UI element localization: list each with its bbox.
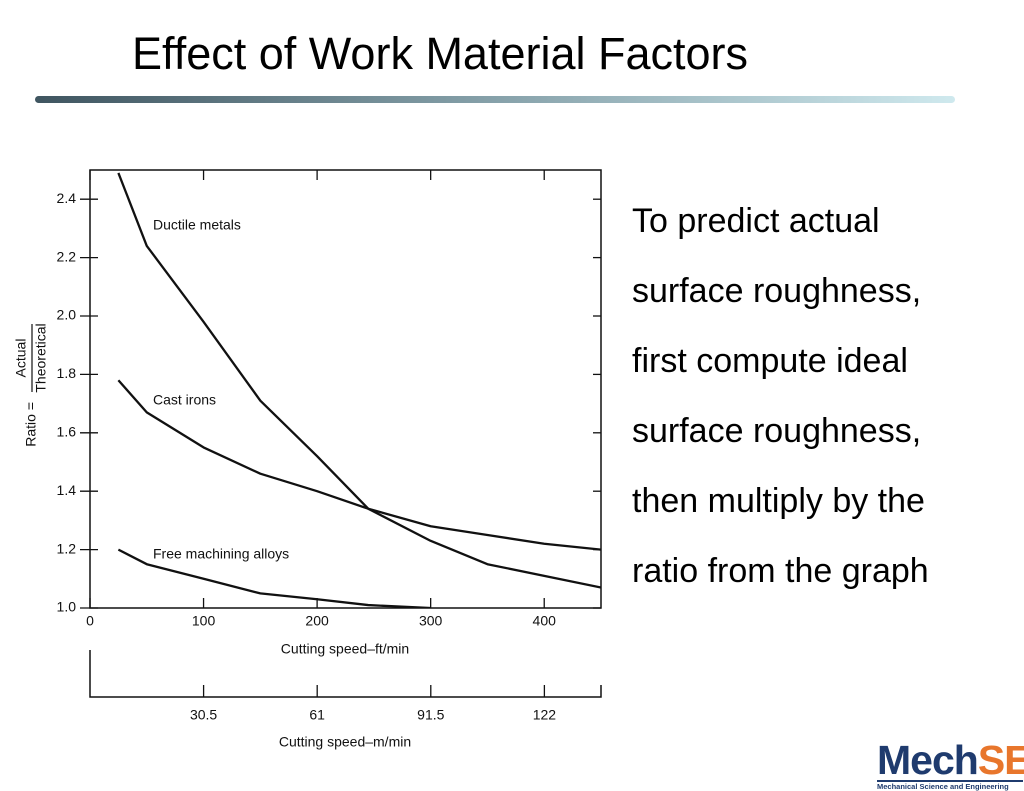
y-axis-label-numerator: Actual — [13, 339, 29, 378]
body-line: surface roughness, — [632, 412, 922, 450]
body-line: ratio from the graph — [632, 552, 929, 590]
x2-tick-label: 30.5 — [190, 707, 217, 723]
x2-tick-label: 61 — [309, 707, 325, 723]
x-tick-label: 100 — [192, 613, 216, 629]
series-label: Cast irons — [153, 392, 216, 408]
x2-tick-label: 122 — [533, 707, 557, 723]
x-tick-label: 0 — [86, 613, 94, 629]
x-tick-label: 200 — [305, 613, 329, 629]
x-tick-label: 400 — [533, 613, 557, 629]
series-label: Free machining alloys — [153, 546, 289, 562]
body-line: first compute ideal — [632, 342, 908, 380]
y-tick-label: 1.4 — [57, 482, 77, 498]
chart: Cutting speed–ft/min Cutting speed–m/min… — [13, 169, 602, 750]
series-line — [117, 379, 601, 551]
logo-text: Mech — [877, 737, 979, 783]
y-tick-label: 1.2 — [57, 540, 77, 556]
y-tick-label: 1.8 — [57, 365, 77, 381]
x-axis-label: Cutting speed–ft/min — [281, 641, 409, 657]
series-line — [117, 172, 601, 589]
logo-subtitle: Mechanical Science and Engineering — [877, 780, 1023, 791]
y-tick-label: 2.0 — [57, 307, 77, 323]
logo: MechSE Mechanical Science and Engineerin… — [877, 737, 1024, 791]
y-tick-label: 2.4 — [57, 190, 77, 206]
y-tick-label: 2.2 — [57, 248, 77, 264]
plot-frame — [89, 169, 602, 609]
title-rule — [35, 96, 955, 103]
y-tick-label: 1.6 — [57, 424, 77, 440]
series-label: Ductile metals — [153, 217, 241, 233]
body-line: then multiply by the — [632, 482, 925, 520]
body-line: To predict actual — [632, 202, 880, 240]
series-line — [117, 548, 431, 608]
x-tick-label: 300 — [419, 613, 443, 629]
y-tick-label: 1.0 — [57, 599, 77, 615]
slide-title: Effect of Work Material Factors — [132, 28, 749, 79]
x2-axis-label: Cutting speed–m/min — [279, 734, 411, 750]
logo-accent: SE — [977, 737, 1024, 783]
y-axis-label-prefix: Ratio = — [23, 402, 39, 447]
y-axis-label-denominator: Theoretical — [33, 323, 49, 392]
x2-axis-line — [89, 650, 602, 698]
body-text: To predict actual surface roughness, first… — [632, 196, 929, 616]
body-line: surface roughness, — [632, 272, 922, 310]
x2-tick-label: 91.5 — [417, 707, 444, 723]
y-axis-label: Ratio = Actual Theoretical — [13, 323, 49, 446]
